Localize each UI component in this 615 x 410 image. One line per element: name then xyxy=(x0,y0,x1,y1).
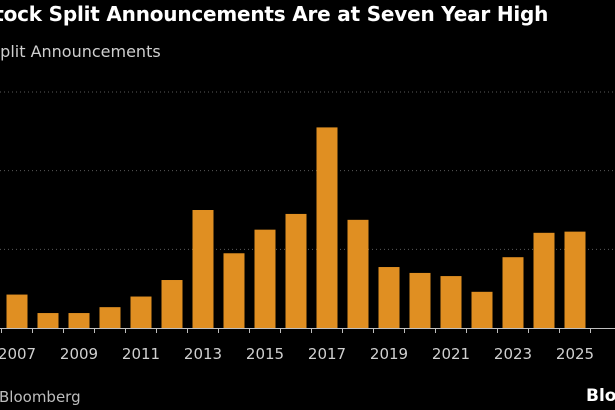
bar-2016 xyxy=(285,213,307,328)
bar-2007 xyxy=(6,294,28,328)
bar-2009 xyxy=(68,313,90,328)
bar-2018 xyxy=(347,219,369,328)
bar-2021 xyxy=(440,276,462,328)
x-tick-label-2011: 2011 xyxy=(122,345,160,363)
bar-2019 xyxy=(378,267,400,328)
bar-2017 xyxy=(316,127,338,329)
bar-chart: 2007 2009 2011 2013 2015 2017 2019 2021 2023 2025 xyxy=(0,91,615,363)
bloomberg-logo: Bloo xyxy=(586,386,615,406)
chart-subtitle: Split Announcements xyxy=(0,42,161,61)
gridlines xyxy=(0,91,615,250)
x-tick-label-2025: 2025 xyxy=(556,345,594,363)
bar-2023 xyxy=(502,257,524,328)
x-axis xyxy=(0,328,615,333)
bar-2014 xyxy=(223,253,245,328)
chart-title: Stock Split Announcements Are at Seven Y… xyxy=(0,2,549,26)
x-tick-label-2013: 2013 xyxy=(184,345,222,363)
bar-2015 xyxy=(254,229,276,328)
x-tick-label-2015: 2015 xyxy=(246,345,284,363)
x-tick-labels: 2007 2009 2011 2013 2015 2017 2019 2021 2023 2025 xyxy=(0,345,594,363)
bars xyxy=(6,127,586,329)
x-tick-label-2023: 2023 xyxy=(494,345,532,363)
x-tick-label-2009: 2009 xyxy=(60,345,98,363)
x-tick-label-2019: 2019 xyxy=(370,345,408,363)
bar-2011 xyxy=(130,296,152,328)
bar-2012 xyxy=(161,280,183,328)
source-label: Bloomberg xyxy=(0,388,81,406)
x-tick-label-2007: 2007 xyxy=(0,345,36,363)
bar-2020 xyxy=(409,272,431,328)
bar-2025 xyxy=(564,231,586,328)
bar-2013 xyxy=(192,210,214,328)
x-tick-label-2021: 2021 xyxy=(432,345,470,363)
bar-2008 xyxy=(37,313,59,328)
bar-2010 xyxy=(99,307,121,328)
bar-2022 xyxy=(471,291,493,328)
x-tick-label-2017: 2017 xyxy=(308,345,346,363)
bar-2024 xyxy=(533,232,555,328)
